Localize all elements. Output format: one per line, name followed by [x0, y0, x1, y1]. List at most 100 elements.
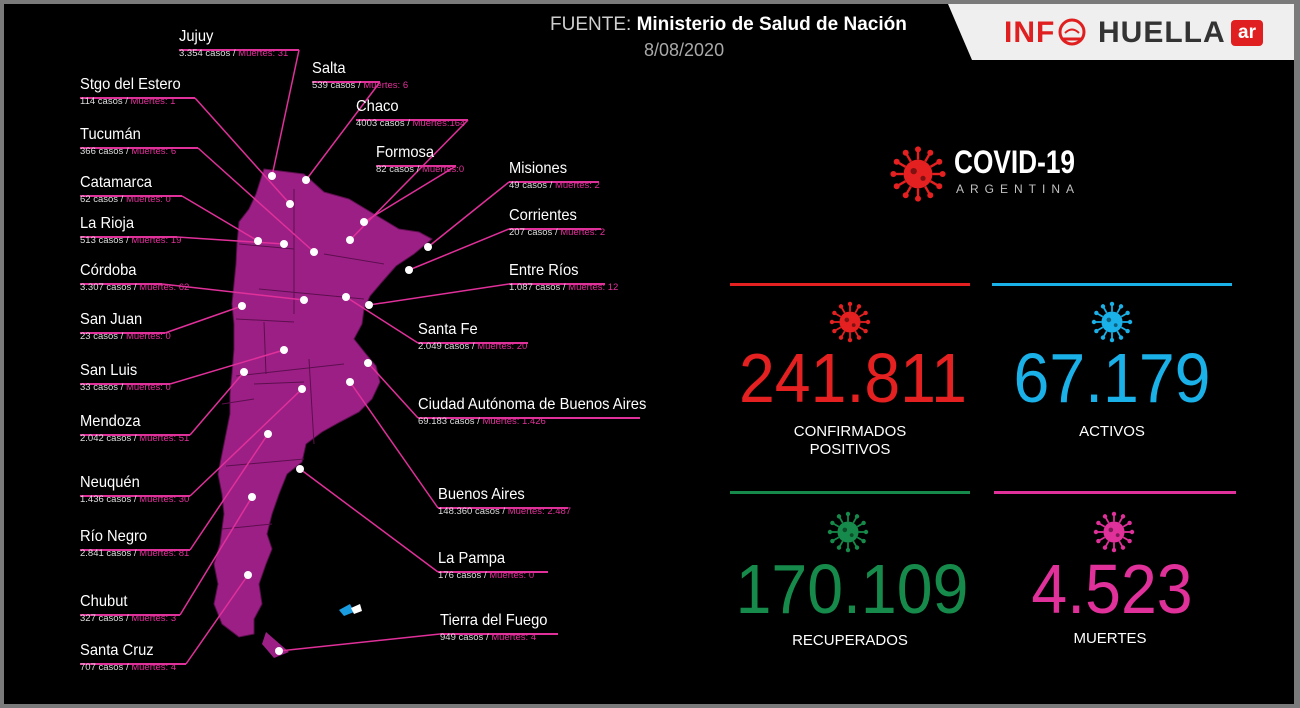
source-name: Ministerio de Salud de Nación: [636, 14, 907, 35]
malvinas-islands: [339, 604, 362, 616]
confirmed-value: 241.811: [738, 339, 968, 417]
confirmed-virus-icon: [828, 300, 872, 349]
province-marker: [296, 465, 304, 473]
province-stats: 69.183 casos / Muertes: 1.426: [418, 416, 666, 427]
province-name: Córdoba: [80, 262, 137, 279]
province-name: San Luis: [80, 362, 138, 379]
leader-line: [278, 633, 441, 652]
leader-line: [189, 388, 303, 497]
leader-line: [408, 228, 510, 271]
active-divider: [992, 283, 1232, 286]
leader-line: [349, 119, 469, 241]
covid-title: COVID-19: [954, 144, 1076, 180]
province-marker: [238, 302, 246, 310]
province-stats: 2.049 casos / Muertes: 20: [418, 341, 527, 352]
province-deaths: Muertes: 12: [568, 282, 619, 293]
province-marker: [360, 218, 368, 226]
province-marker: [268, 172, 276, 180]
province-stats: 539 casos / Muertes: 6: [312, 80, 408, 91]
province-cases: 3.354 casos /: [179, 48, 236, 59]
province-name: Formosa: [376, 144, 435, 161]
province-cases: 49 casos /: [509, 180, 553, 191]
logo-ar-badge: ar: [1231, 20, 1263, 46]
province-cases: 62 casos /: [80, 194, 124, 205]
province-stats: 176 casos / Muertes: 0: [438, 570, 534, 581]
province-borders: [221, 189, 385, 530]
province-label-corrientes: Corrientes 207 casos / Muertes: 2: [509, 207, 605, 238]
infohuella-logo[interactable]: INF HUELLA ar: [948, 4, 1294, 60]
province-label-neuquen: Neuquén 1.436 casos / Muertes: 30: [80, 474, 189, 505]
province-name: Ciudad Autónoma de Buenos Aires: [418, 396, 647, 413]
province-label-catamarca: Catamarca 62 casos / Muertes: 0: [80, 174, 171, 205]
recovered-virus-icon: [826, 510, 870, 559]
province-label-entre-rios: Entre Ríos 1.087 casos / Muertes: 12: [509, 262, 618, 293]
province-name: Catamarca: [80, 174, 152, 191]
leader-line: [161, 283, 305, 301]
province-marker: [365, 301, 373, 309]
leader-line: [185, 574, 249, 665]
province-marker: [342, 293, 350, 301]
province-marker: [302, 176, 310, 184]
province-marker: [248, 493, 256, 501]
leader-line: [179, 496, 253, 616]
province-deaths: Muertes: 4: [491, 632, 537, 643]
leader-line: [349, 381, 439, 509]
province-cases: 539 casos /: [312, 80, 361, 91]
province-name: Salta: [312, 60, 346, 77]
province-cases: 3.307 casos /: [80, 282, 137, 293]
province-stats: 148.360 casos / Muertes: 2.487: [438, 506, 571, 517]
province-label-ciudad-autonoma-de-buenos-aires: Ciudad Autónoma de Buenos Aires 69.183 ca…: [418, 396, 666, 427]
province-marker: [364, 359, 372, 367]
province-marker: [244, 571, 252, 579]
confirmed-label-line2: POSITIVOS: [809, 441, 891, 458]
province-name: Buenos Aires: [438, 486, 525, 503]
province-stats: 23 casos / Muertes: 0: [80, 331, 171, 342]
leader-line: [189, 433, 269, 551]
province-marker: [424, 243, 432, 251]
province-label-rio-negro: Río Negro 2.841 casos / Muertes: 81: [80, 528, 189, 559]
recovered-divider: [730, 491, 970, 494]
province-deaths: Muertes: 0: [489, 570, 535, 581]
province-stats: 949 casos / Muertes: 4: [440, 632, 557, 643]
province-stats: 114 casos / Muertes: 1: [80, 96, 189, 107]
tierra-del-fuego-shape: [262, 632, 289, 658]
confirmed-divider: [730, 283, 970, 286]
province-cases: 207 casos /: [509, 227, 558, 238]
province-deaths: Muertes: 31: [238, 48, 289, 59]
province-marker: [286, 200, 294, 208]
province-cases: 327 casos /: [80, 613, 129, 624]
province-cases: 366 casos /: [80, 146, 129, 157]
leader-line: [181, 195, 259, 242]
province-deaths: Muertes: 2.487: [507, 506, 572, 517]
province-name: Stgo del Estero: [80, 76, 181, 93]
province-deaths: Muertes: 2: [554, 180, 600, 191]
deaths-label: MUERTES: [1073, 630, 1147, 647]
province-deaths: Muertes:0: [421, 164, 465, 175]
province-cases: 1.087 casos /: [509, 282, 566, 293]
deaths-value: 4.523: [1031, 550, 1193, 628]
leader-line: [367, 362, 419, 419]
province-cases: 23 casos /: [80, 331, 124, 342]
province-stats: 49 casos / Muertes: 2: [509, 180, 600, 191]
province-stats: 82 casos / Muertes:0: [376, 164, 464, 175]
province-cases: 69.183 casos /: [418, 416, 480, 427]
source-line: FUENTE: Ministerio de Salud de Nación: [550, 14, 907, 36]
confirmed-label: CONFIRMADOS POSITIVOS: [720, 423, 980, 459]
province-deaths: Muertes: 1.426: [482, 416, 546, 427]
province-cases: 114 casos /: [80, 96, 128, 107]
active-virus-icon: [1090, 300, 1134, 349]
province-stats: 366 casos / Muertes: 6: [80, 146, 176, 157]
logo-info-text: INF: [1004, 16, 1056, 49]
province-deaths: Muertes: 51: [139, 433, 190, 444]
province-deaths: Muertes: 2: [560, 227, 606, 238]
province-stats: 3.307 casos / Muertes: 62: [80, 282, 189, 293]
province-marker: [280, 346, 288, 354]
province-label-mendoza: Mendoza 2.042 casos / Muertes: 51: [80, 413, 189, 444]
province-cases: 949 casos /: [440, 632, 489, 643]
province-name: Tucumán: [80, 126, 141, 143]
province-cases: 148.360 casos /: [438, 506, 506, 517]
province-name: Misiones: [509, 160, 568, 177]
logo-huella-text: HUELLA: [1098, 16, 1226, 49]
province-cases: 2.841 casos /: [80, 548, 137, 559]
active-label: ACTIVOS: [1079, 423, 1145, 440]
